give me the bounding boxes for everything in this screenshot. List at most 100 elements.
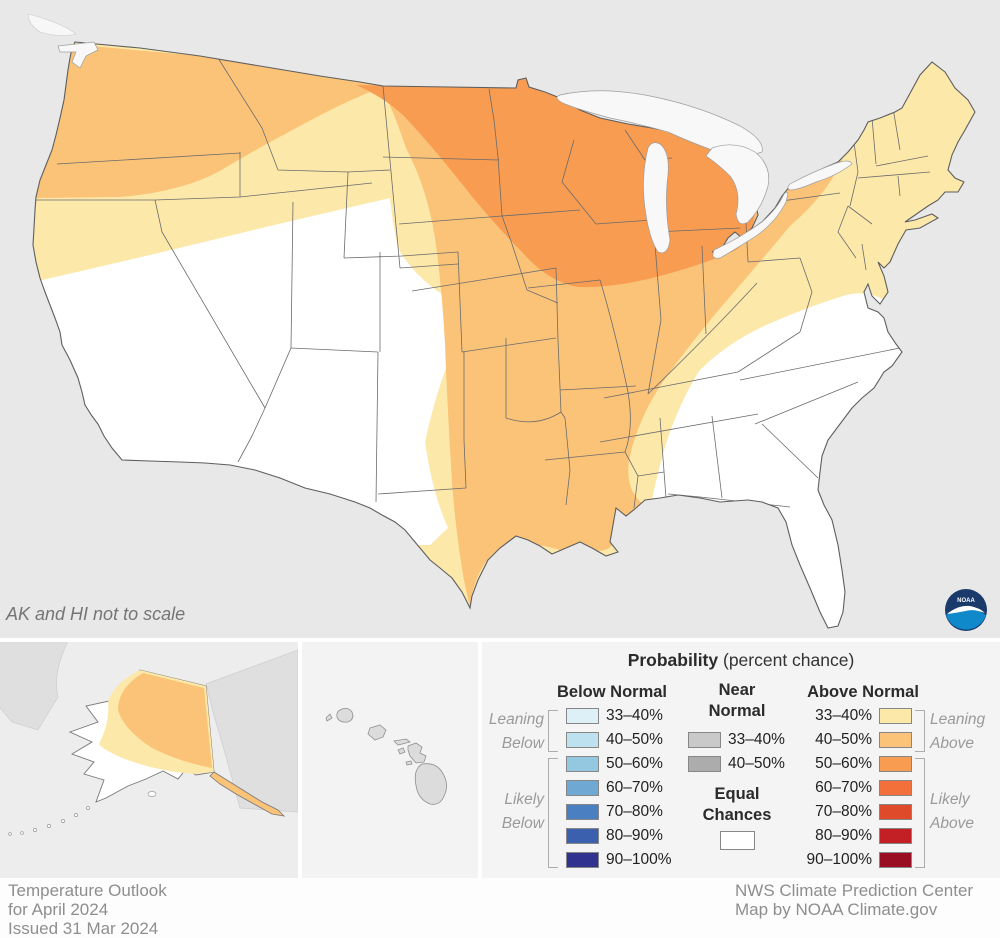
lake-huron [705,144,770,225]
color-swatch [879,756,912,772]
island-molokai [393,738,411,746]
alaska-map [0,636,299,878]
color-swatch [566,804,599,820]
noaa-logo-sea [946,608,986,630]
leaning-below-bracket [548,710,558,752]
range-label: 33–40% [606,707,663,724]
puget-sound [57,41,99,69]
legend-row: 33–40% [688,728,785,752]
alaska-panhandle [209,771,286,817]
legend-row: 33–40% [778,704,912,728]
range-label: 80–90% [606,827,663,844]
legend-row: 70–80% [778,800,912,824]
color-swatch [879,804,912,820]
below-normal-rows: 33–40% 40–50% 50–60% 60–70% 70–80% 80–90% 90–1… [566,704,672,872]
range-label: 90–100% [606,851,672,868]
legend-row: 40–50% [566,728,672,752]
great-lakes [57,41,853,259]
leaning-above-label: Leaning Above [930,711,986,752]
footer-agency-line: NWS Climate Prediction Center [735,881,974,900]
range-label: 50–60% [606,755,663,772]
legend-title-main: Probability [627,650,719,670]
color-swatch [879,708,912,724]
island-hawaii [414,763,447,805]
equal-chances-block: Equal Chances [692,784,782,850]
color-swatch [879,828,912,844]
color-swatch [566,852,599,868]
noaa-logo-text: NOAA [957,598,975,604]
legend-title: Probability (percent chance) [482,650,1000,671]
range-label: 90–100% [806,851,872,868]
lake-michigan [643,142,671,254]
canada-landmass [205,649,299,813]
color-swatch [566,732,599,748]
color-swatch [566,780,599,796]
footer: Temperature Outlook for April 2024 Issue… [0,878,1000,938]
range-label: 40–50% [606,731,663,748]
conus-map-area [0,0,1000,638]
above-normal-header: Above Normal [807,683,919,701]
noaa-logo-bird-icon [947,605,985,614]
range-label: 40–50% [728,755,785,772]
legend-row: 50–60% [778,752,912,776]
below-normal-header: Below Normal [556,683,668,701]
legend-row: 50–60% [566,752,672,776]
conus-outline [32,41,976,629]
footer-source-line: Map by NOAA Climate.gov [735,900,938,919]
map-scale-note: AK and HI not to scale [6,604,186,624]
footer-title-block: Temperature Outlook for April 2024 Issue… [8,881,167,938]
likely-above-bracket [915,758,925,868]
island-lanai [397,747,406,755]
alaska-region-above-40-50 [118,673,212,768]
range-label: 33–40% [728,731,785,748]
legend-row: 90–100% [778,848,912,872]
range-label: 80–90% [815,827,872,844]
legend-row: 33–40% [566,704,672,728]
likely-below-label: Likely Below [501,791,544,832]
hawaii-background [302,642,478,878]
near-normal-rows: 33–40% 40–50% [688,728,785,776]
range-label: 70–80% [606,803,663,820]
color-swatch [566,756,599,772]
legend-row: 80–90% [566,824,672,848]
conus-temperature-map [0,0,1000,638]
color-swatch [566,828,599,844]
lake-erie [712,191,788,259]
color-swatch [688,732,721,748]
color-swatch [879,732,912,748]
color-swatch [688,756,721,772]
footer-period-line: for April 2024 [8,900,109,919]
range-label: 40–50% [815,731,872,748]
aleutian-islands [8,791,157,836]
legend-row: 70–80% [566,800,672,824]
color-swatch [879,780,912,796]
likely-below-bracket [548,758,558,868]
state-borders [33,49,931,509]
footer-issued-line: Issued 31 Mar 2024 [8,919,159,938]
legend-row: 40–50% [778,728,912,752]
legend-row: 90–100% [566,848,672,872]
near-normal-header: Near Normal [708,681,766,720]
range-label: 50–60% [815,755,872,772]
above-normal-rows: 33–40% 40–50% 50–60% 60–70% 70–80% 80–90% 90–1… [778,704,912,872]
island-maui [407,742,427,764]
vancouver-island [27,13,77,36]
legend-title-suffix: (percent chance) [718,650,855,670]
russia-landmass [0,636,71,731]
lake-ontario [787,160,853,191]
noaa-logo: NOAA [945,589,987,631]
leaning-above-bracket [915,710,925,752]
legend-row: 40–50% [688,752,785,776]
legend-row: 60–70% [566,776,672,800]
range-label: 60–70% [815,779,872,796]
legend-panel: Probability (percent chance) Below Norma… [482,642,1000,878]
range-label: 60–70% [606,779,663,796]
alaska-inset-panel [0,636,299,878]
footer-title-line: Temperature Outlook [8,881,167,900]
legend-row: 80–90% [778,824,912,848]
color-swatch [879,852,912,868]
legend-row: 60–70% [778,776,912,800]
range-label: 70–80% [815,803,872,820]
hawaii-inset-panel [302,642,478,878]
